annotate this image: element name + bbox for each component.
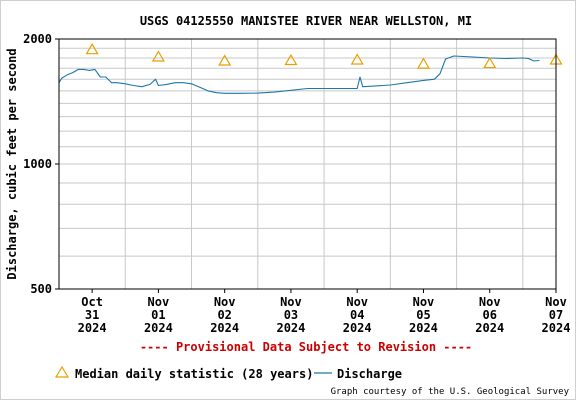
- x-tick-label: Nov: [413, 295, 435, 309]
- x-tick-label: 03: [284, 308, 298, 322]
- x-tick-label: Nov: [214, 295, 236, 309]
- x-tick-label: 01: [151, 308, 165, 322]
- y-tick-label: 2000: [23, 32, 52, 46]
- x-tick-label: 2024: [542, 321, 571, 335]
- x-tick-label: 2024: [276, 321, 305, 335]
- provisional-note: ---- Provisional Data Subject to Revisio…: [140, 340, 472, 354]
- x-tick-label: 2024: [475, 321, 504, 335]
- median-point: [350, 53, 364, 65]
- x-tick-label: Nov: [280, 295, 302, 309]
- x-tick-label: Oct: [81, 295, 103, 309]
- x-tick-label: 02: [217, 308, 231, 322]
- median-point: [284, 53, 298, 66]
- x-tick-label: 2024: [343, 321, 372, 335]
- plot-area: [58, 38, 557, 290]
- legend-median-label: Median daily statistic (28 years): [75, 367, 313, 381]
- x-tick-label: 04: [350, 308, 364, 322]
- x-tick-label: 06: [483, 308, 497, 322]
- x-tick-label: Nov: [346, 295, 368, 309]
- y-tick-label: 1000: [23, 157, 52, 171]
- grid-lines: [59, 39, 556, 289]
- x-tick-label: Nov: [148, 295, 170, 309]
- x-axis-ticks: Oct312024Nov012024Nov022024Nov032024Nov0…: [78, 289, 571, 335]
- legend: Median daily statistic (28 years) Discha…: [54, 365, 402, 381]
- x-tick-label: 31: [85, 308, 99, 322]
- y-axis-ticks: 500 1000 2000: [23, 32, 59, 296]
- x-tick-label: 05: [416, 308, 430, 322]
- median-point: [416, 57, 431, 69]
- legend-discharge-label: Discharge: [337, 367, 402, 381]
- x-tick-label: Nov: [545, 295, 567, 309]
- y-axis-label: Discharge, cubic feet per second: [5, 48, 19, 279]
- y-tick-label: 500: [30, 282, 52, 296]
- x-tick-label: 2024: [409, 321, 438, 335]
- x-tick-label: 2024: [210, 321, 239, 335]
- median-point: [483, 56, 497, 69]
- x-tick-label: 2024: [78, 321, 107, 335]
- median-point: [218, 54, 232, 66]
- credit-text: Graph courtesy of the U.S. Geological Su…: [331, 387, 570, 397]
- median-point: [85, 43, 99, 55]
- x-tick-label: 07: [549, 308, 563, 322]
- data-series: [58, 43, 563, 94]
- median-triangle-icon: [54, 365, 70, 378]
- x-tick-label: Nov: [479, 295, 501, 309]
- x-tick-label: 2024: [144, 321, 173, 335]
- chart-title: USGS 04125550 MANISTEE RIVER NEAR WELLST…: [140, 14, 472, 28]
- median-point: [151, 50, 165, 62]
- discharge-series-line: [58, 55, 540, 94]
